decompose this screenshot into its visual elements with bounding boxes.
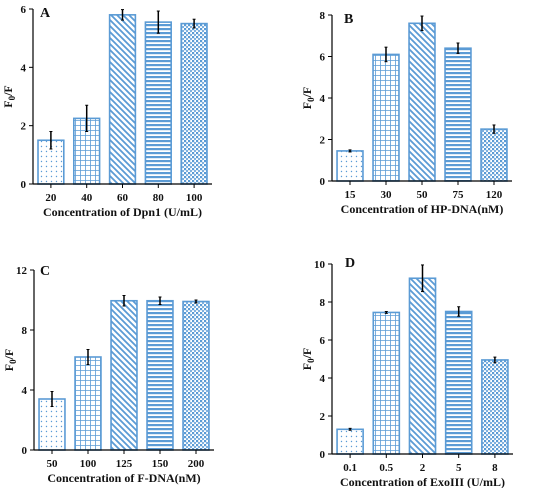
x-tick-label: 50 [417, 189, 429, 201]
x-tick-label: 100 [80, 458, 97, 470]
bar-d-0.5 [372, 311, 401, 455]
error-bar [194, 299, 198, 304]
bar-b-30 [372, 53, 400, 182]
y-tick-label: 2 [21, 121, 27, 133]
y-tick-label: 2 [320, 411, 326, 423]
error-bar [50, 391, 54, 407]
x-tick-label: 75 [453, 189, 465, 201]
y-tick-label: 8 [320, 10, 326, 22]
y-axis-label: F0/F [1, 85, 17, 108]
x-tick-label: 80 [153, 192, 165, 204]
y-tick-label: 8 [22, 325, 28, 337]
panel-letter: A [40, 6, 51, 21]
x-tick-label: 150 [152, 458, 169, 470]
bar-d-8 [481, 359, 509, 455]
y-tick-label: 2 [320, 135, 326, 147]
x-tick-label: 2 [420, 462, 426, 474]
y-tick-label: 10 [314, 259, 326, 271]
x-tick-label: 100 [186, 192, 203, 204]
error-bar [122, 295, 126, 307]
error-bar [493, 356, 497, 364]
y-tick-label: 6 [21, 4, 27, 16]
x-tick-label: 8 [492, 462, 498, 474]
bar-d-2 [408, 277, 437, 455]
error-bar [85, 104, 89, 132]
bar-c-125 [110, 299, 138, 451]
panel-letter: D [345, 256, 355, 271]
y-tick-label: 0 [320, 176, 326, 188]
bar-d-0.1 [336, 428, 364, 455]
x-tick-label: 125 [116, 458, 133, 470]
x-tick-label: 15 [345, 189, 357, 201]
error-bar [456, 42, 460, 54]
bar-a-80 [144, 21, 172, 185]
y-tick-label: 12 [16, 265, 28, 277]
error-bar [492, 124, 496, 134]
bar-b-50 [408, 22, 436, 182]
y-tick-label: 4 [21, 62, 27, 74]
x-axis-label: Concentration of F-DNA(nM) [47, 471, 200, 485]
y-tick-label: 4 [320, 93, 326, 105]
error-bar [384, 311, 388, 314]
x-tick-label: 50 [47, 458, 59, 470]
x-tick-label: 60 [117, 192, 129, 204]
y-tick-label: 0 [22, 445, 28, 457]
x-tick-label: 0.5 [379, 462, 393, 474]
error-bar [420, 15, 424, 32]
x-axis-label: Concentration of ExoIII (U/mL) [340, 475, 505, 488]
y-axis-label: F0/F [300, 348, 316, 371]
error-bar [86, 349, 90, 365]
panel-letter: C [40, 264, 50, 279]
y-tick-label: 4 [320, 373, 326, 385]
chart-panel-b: B 15 30 50 75 120 0 2 4 6 8 Concentration of HP-DNA… [300, 10, 512, 216]
error-bar [384, 46, 388, 63]
y-tick-label: 0 [21, 179, 27, 191]
bar-c-150 [146, 299, 174, 451]
bar-b-15 [336, 150, 364, 182]
x-tick-label: 5 [456, 462, 462, 474]
bar-b-75 [444, 47, 472, 182]
y-tick-label: 6 [320, 52, 326, 64]
bar-c-200 [182, 300, 210, 451]
error-bar [457, 306, 461, 317]
chart-panel-d: D 0.1 0.5 2 5 8 0 2 4 6 8 10 Concentration of ExoIII… [300, 256, 513, 488]
x-tick-label: 30 [381, 189, 393, 201]
bar-b-120 [480, 128, 508, 182]
bar-a-100 [180, 22, 208, 185]
chart-panel-c: C 50 100 125 150 200 0 4 8 12 Concentration of F-D… [2, 264, 214, 485]
y-tick-label: 0 [320, 449, 326, 461]
error-bar [121, 9, 124, 21]
y-tick-label: 6 [320, 335, 326, 347]
bar-a-60 [108, 14, 137, 185]
error-bar [348, 149, 352, 153]
x-tick-label: 0.1 [343, 462, 357, 474]
bar-c-100 [74, 356, 102, 451]
y-axis-label: F0/F [300, 87, 316, 110]
x-axis-label: Concentration of HP-DNA(nM) [341, 202, 504, 216]
panel-letter: B [344, 12, 353, 27]
x-tick-label: 40 [81, 192, 93, 204]
x-axis-label: Concentration of Dpn1 (U/mL) [43, 205, 202, 219]
error-bar [348, 427, 352, 431]
error-bar [192, 18, 196, 29]
x-tick-label: 20 [45, 192, 57, 204]
y-tick-label: 8 [320, 297, 326, 309]
error-bar [156, 10, 160, 34]
error-bar [421, 264, 424, 293]
y-tick-label: 4 [22, 385, 28, 397]
bar-d-5 [444, 310, 473, 455]
y-axis-label: F0/F [2, 349, 18, 372]
chart-panel-a: A 20 40 60 80 100 0 2 4 6 Concentration of Dpn1 (U… [1, 4, 212, 219]
x-tick-label: 120 [486, 189, 503, 201]
error-bar [49, 131, 53, 150]
error-bar [158, 296, 162, 305]
x-tick-label: 200 [188, 458, 205, 470]
